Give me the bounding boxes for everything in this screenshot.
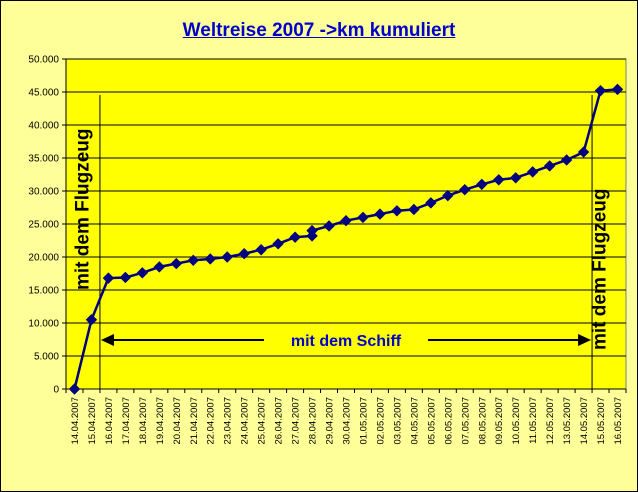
y-tick-label: 50.000 <box>28 55 59 66</box>
x-tick-label: 17.04.2007 <box>121 397 132 445</box>
data-point-marker <box>594 84 607 97</box>
x-tick-label: 23.04.2007 <box>223 397 234 445</box>
annotations: mit dem Flugzeug mit dem Flugzeug mit de… <box>73 95 611 389</box>
y-tick-label: 45.000 <box>28 88 59 99</box>
gridlines <box>66 58 626 357</box>
x-tick-label: 15.05.2007 <box>596 397 607 445</box>
data-point-marker <box>272 238 284 250</box>
data-point-marker <box>136 267 149 279</box>
left-plane-label: mit dem Flugzeug <box>73 129 94 291</box>
data-point-marker <box>340 214 352 227</box>
ship-arrowhead-left <box>100 334 114 346</box>
x-tick-label: 16.04.2007 <box>104 397 115 445</box>
x-tick-label: 05.05.2007 <box>426 397 437 445</box>
data-point-marker <box>238 247 250 260</box>
x-tick-label: 20.04.2007 <box>172 397 183 445</box>
data-point-marker <box>306 224 318 237</box>
x-tick-label: 01.05.2007 <box>358 397 369 445</box>
data-point-marker <box>153 261 166 273</box>
data-point-marker <box>221 251 233 263</box>
data-point-marker <box>526 166 539 178</box>
data-point-marker <box>442 189 454 202</box>
x-tick-label: 15.04.2007 <box>87 397 98 445</box>
data-point-marker <box>187 254 199 267</box>
data-point-marker <box>577 146 590 158</box>
y-axis: 0 5.000 10.000 15.000 20.000 25.000 30.000 35.0… <box>28 55 67 396</box>
data-point-marker <box>408 203 420 216</box>
ship-arrowhead-right <box>578 334 592 346</box>
data-point-marker <box>102 272 115 284</box>
y-tick-label: 0 <box>53 385 59 396</box>
data-point-marker <box>493 174 505 186</box>
y-tick-label: 20.000 <box>28 253 59 264</box>
data-point-marker <box>476 178 488 191</box>
data-point-marker <box>509 172 522 184</box>
data-point-marker <box>611 83 624 96</box>
x-tick-label: 30.04.2007 <box>342 397 353 445</box>
ship-label: mit dem Schiff <box>291 333 402 350</box>
data-point-marker <box>323 220 335 232</box>
x-tick-label: 14.04.2007 <box>70 397 81 445</box>
y-tick-label: 40.000 <box>28 121 59 132</box>
x-tick-label: 16.05.2007 <box>613 397 624 445</box>
y-tick-label: 5.000 <box>34 352 59 363</box>
x-tick-label: 12.05.2007 <box>545 397 556 445</box>
y-tick-label: 10.000 <box>28 319 59 330</box>
x-tick-label: 09.05.2007 <box>494 397 505 445</box>
x-tick-label: 07.05.2007 <box>460 397 471 445</box>
y-tick-label: 25.000 <box>28 220 59 231</box>
chart-title: Weltreise 2007 ->km kumuliert <box>182 20 456 41</box>
series-line <box>73 88 618 390</box>
data-point-marker <box>459 183 471 196</box>
data-point-marker <box>255 244 267 256</box>
x-tick-label: 27.04.2007 <box>291 397 302 445</box>
data-point-marker <box>560 154 573 166</box>
right-plane-label: mit dem Flugzeug <box>590 189 611 351</box>
data-point-marker <box>204 253 216 265</box>
x-tick-label: 19.04.2007 <box>155 397 166 445</box>
data-point-marker <box>85 313 98 326</box>
x-tick-label: 21.04.2007 <box>189 397 200 445</box>
data-point-marker <box>374 208 386 220</box>
x-tick-label: 26.04.2007 <box>274 397 285 445</box>
data-point-marker <box>119 271 132 284</box>
x-tick-label: 06.05.2007 <box>443 397 454 445</box>
x-tick-label: 02.05.2007 <box>375 397 386 445</box>
x-tick-label: 11.05.2007 <box>528 397 539 444</box>
x-tick-label: 28.04.2007 <box>308 397 319 445</box>
x-tick-label: 29.04.2007 <box>325 397 336 445</box>
x-tick-label: 14.05.2007 <box>579 397 590 445</box>
x-tick-label: 25.04.2007 <box>257 397 268 445</box>
x-tick-label: 24.04.2007 <box>240 397 251 445</box>
x-tick-label: 03.05.2007 <box>392 397 403 445</box>
data-point-marker <box>543 160 556 172</box>
y-tick-label: 30.000 <box>28 187 59 198</box>
x-tick-label: 08.05.2007 <box>477 397 488 445</box>
data-point-marker <box>391 205 403 217</box>
data-point-marker <box>289 231 301 243</box>
y-tick-label: 15.000 <box>28 286 59 297</box>
data-point-marker <box>68 383 81 395</box>
x-tick-label: 18.04.2007 <box>138 397 149 445</box>
x-tick-label: 22.04.2007 <box>206 397 217 445</box>
y-tick-label: 35.000 <box>28 154 59 165</box>
series-km-kumuliert <box>68 83 624 395</box>
data-point-marker <box>170 257 183 270</box>
data-point-marker <box>425 197 437 209</box>
x-tick-label: 10.05.2007 <box>511 397 522 445</box>
x-tick-label: 04.05.2007 <box>409 397 420 445</box>
data-point-marker <box>357 211 369 224</box>
x-axis: 14.04.2007 15.04.2007 16.04.2007 17.04.2007… <box>65 388 627 445</box>
x-tick-label: 13.05.2007 <box>562 397 573 445</box>
